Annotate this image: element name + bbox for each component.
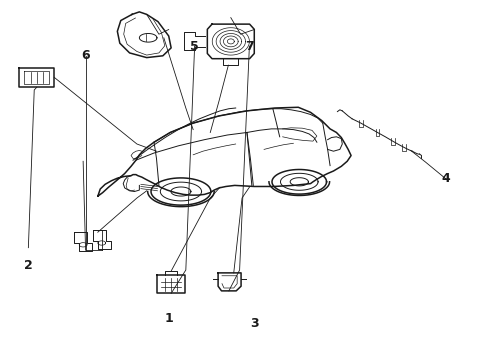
- Text: 3: 3: [249, 317, 258, 330]
- Text: 7: 7: [244, 40, 253, 53]
- Text: 4: 4: [441, 172, 449, 185]
- Text: 6: 6: [81, 49, 90, 62]
- Text: 1: 1: [164, 312, 173, 325]
- Text: 2: 2: [24, 259, 33, 272]
- Text: 5: 5: [190, 40, 199, 53]
